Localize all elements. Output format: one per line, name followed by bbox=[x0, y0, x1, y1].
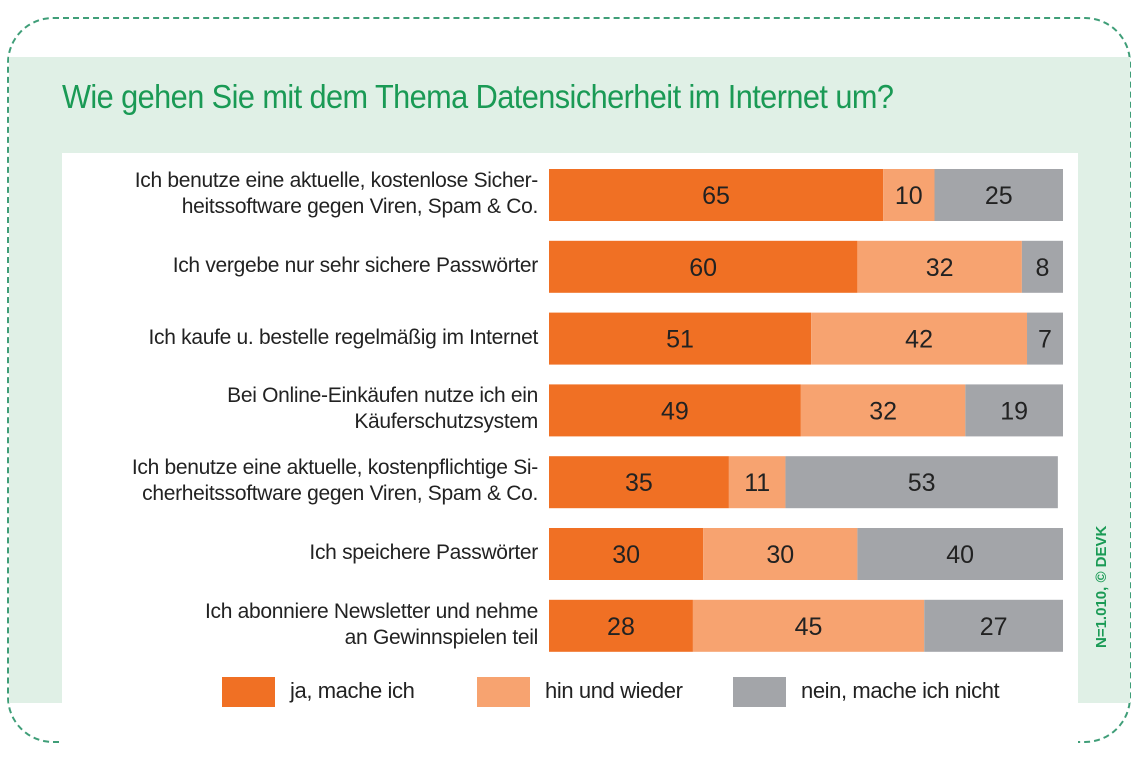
category-label-line: Käuferschutzsystem bbox=[354, 410, 538, 434]
category-label: Ich speichere Passwörter bbox=[18, 540, 538, 566]
bar-segment-hin-und-wieder bbox=[703, 528, 858, 580]
category-label-line: Ich kaufe u. bestelle regelmäßig im Inte… bbox=[148, 325, 538, 349]
data-label: 7 bbox=[1038, 326, 1052, 354]
category-label-line: Ich benutze eine aktuelle, kostenpflicht… bbox=[131, 456, 538, 480]
bar-segment-hin-und-wieder bbox=[883, 169, 935, 221]
category-label-line: an Gewinnspielen teil bbox=[344, 625, 539, 649]
data-label: 32 bbox=[926, 254, 954, 282]
bar-segment-ja bbox=[549, 240, 858, 293]
bar-segment-nein bbox=[1027, 312, 1063, 365]
data-label: 35 bbox=[625, 469, 653, 497]
category-label-line: Ich vergebe nur sehr sichere Passwörter bbox=[172, 253, 539, 277]
category-label-line: cherheitssoftware gegen Viren, Spam & Co… bbox=[142, 482, 538, 506]
data-label: 49 bbox=[661, 397, 689, 425]
legend-label: nein, mache ich nicht bbox=[801, 678, 1000, 703]
bar-segment-nein bbox=[934, 169, 1063, 221]
data-label: 32 bbox=[869, 397, 897, 425]
legend-swatch bbox=[222, 677, 275, 707]
category-label-line: Bei Online-Einkäufen nutze ich ein bbox=[227, 384, 538, 408]
bar-segment-ja bbox=[549, 312, 812, 365]
bar-segment-nein bbox=[1021, 240, 1063, 293]
data-label: 53 bbox=[908, 469, 936, 497]
data-label: 25 bbox=[985, 182, 1013, 210]
bar-segment-nein bbox=[785, 456, 1058, 509]
data-label: 30 bbox=[612, 541, 640, 569]
data-label: 45 bbox=[795, 613, 823, 641]
data-label: 30 bbox=[766, 541, 794, 569]
data-label: 40 bbox=[946, 541, 974, 569]
legend-label: ja, mache ich bbox=[290, 678, 415, 703]
category-label: Ich kaufe u. bestelle regelmäßig im Inte… bbox=[18, 325, 538, 351]
category-label-line: heitssoftware gegen Viren, Spam & Co. bbox=[181, 195, 539, 218]
data-label: 65 bbox=[702, 182, 730, 210]
data-label: 60 bbox=[689, 254, 717, 282]
bar-segment-ja bbox=[549, 169, 884, 221]
bar-segment-hin-und-wieder bbox=[692, 599, 925, 652]
bar-segment-hin-und-wieder bbox=[728, 456, 786, 509]
data-label: 28 bbox=[607, 613, 635, 641]
category-label-line: Ich abonniere Newsletter und nehme bbox=[204, 599, 538, 623]
data-label: 11 bbox=[744, 469, 770, 497]
data-label: 10 bbox=[895, 182, 923, 210]
bar-segment-hin-und-wieder bbox=[800, 384, 966, 437]
data-label: 8 bbox=[1035, 254, 1049, 282]
bar-segment-hin-und-wieder bbox=[811, 312, 1028, 365]
category-label-line: Ich speichere Passwörter bbox=[309, 541, 538, 564]
category-label-line: Ich benutze eine aktuelle, kostenlose Si… bbox=[134, 169, 539, 192]
legend-swatch bbox=[477, 677, 530, 707]
chart-title: Wie gehen Sie mit dem Thema Datensicherh… bbox=[62, 78, 894, 115]
legend-swatch bbox=[733, 677, 786, 707]
data-label: 51 bbox=[666, 326, 694, 354]
source-note: N=1.010, © DEVK bbox=[1093, 525, 1110, 648]
category-label: Ich benutze eine aktuelle, kostenpflicht… bbox=[18, 455, 538, 507]
data-label: 27 bbox=[980, 613, 1008, 641]
bar-segment-ja bbox=[549, 599, 693, 652]
bar-segment-ja bbox=[549, 384, 801, 437]
bar-segment-hin-und-wieder bbox=[857, 240, 1022, 293]
bar-segment-ja bbox=[549, 456, 729, 509]
data-label: 19 bbox=[1000, 397, 1028, 425]
category-label: Ich benutze eine aktuelle, kostenlose Si… bbox=[18, 168, 539, 220]
legend-label: hin und wieder bbox=[545, 678, 683, 703]
category-label: Ich vergebe nur sehr sichere Passwörter bbox=[18, 253, 539, 279]
category-label: Ich abonniere Newsletter und nehme an Gew… bbox=[18, 599, 538, 651]
bar-segment-nein bbox=[857, 528, 1063, 580]
bar-segment-nein bbox=[965, 384, 1063, 437]
category-label: Bei Online-Einkäufen nutze ich ein Käufer… bbox=[18, 383, 538, 435]
bar-segment-ja bbox=[549, 528, 704, 580]
data-label: 42 bbox=[905, 326, 933, 354]
bar-segment-nein bbox=[924, 599, 1063, 652]
